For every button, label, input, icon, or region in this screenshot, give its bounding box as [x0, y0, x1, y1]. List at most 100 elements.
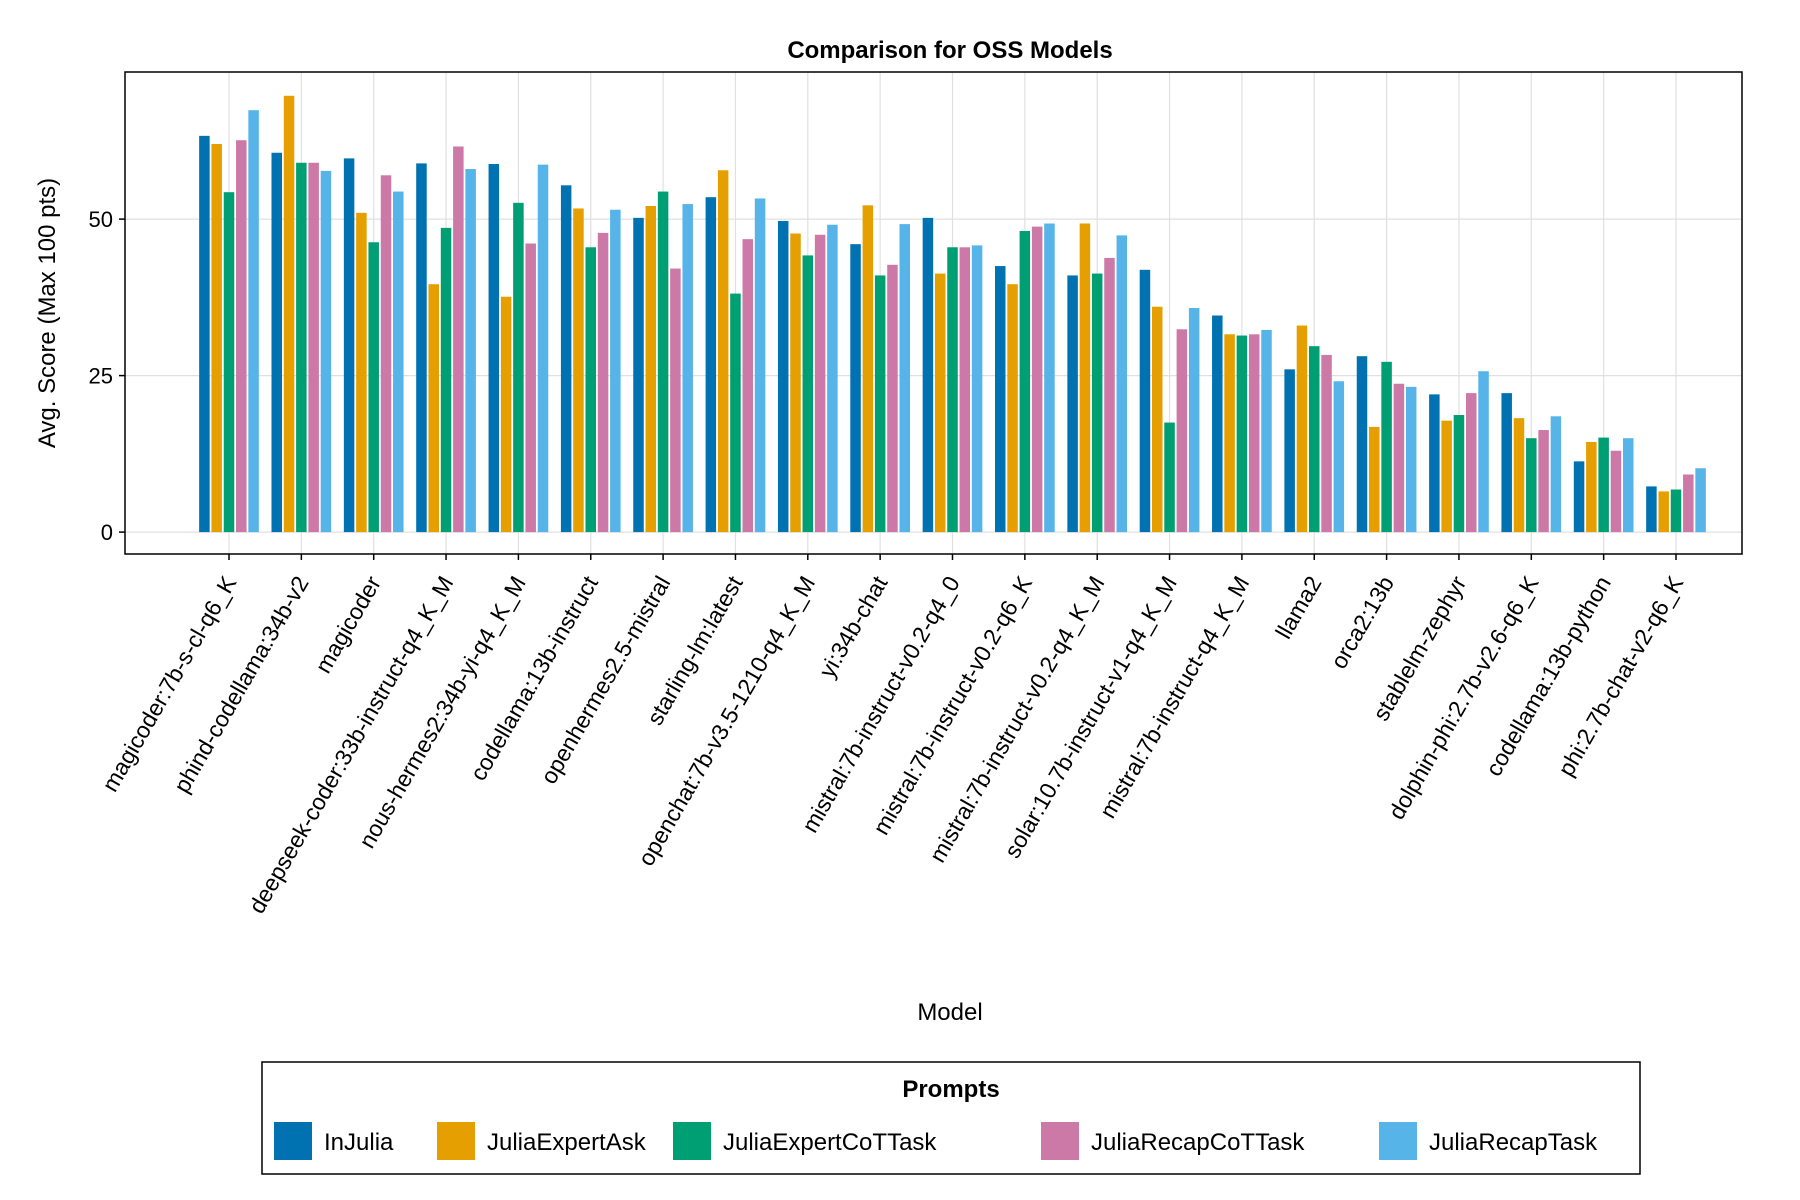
bar-juliarecapcottask-0: [236, 140, 247, 533]
bar-juliaexpertask-17: [1441, 420, 1452, 533]
legend-item-juliaexpertask: JuliaExpertAsk: [437, 1122, 647, 1160]
x-tick-label: openhermes2.5-mistral: [535, 572, 675, 789]
bar-juliaexpertask-10: [934, 273, 946, 533]
bar-juliaexpertask-4: [500, 296, 512, 533]
bar-juliaexpertask-12: [1079, 223, 1091, 533]
bar-juliaexpertask-13: [1152, 306, 1163, 533]
bar-juliaexpertask-9: [862, 205, 874, 533]
bar-injulia-3: [416, 163, 427, 533]
bar-juliarecaptask-19: [1623, 438, 1634, 533]
bar-juliaexpertask-11: [1007, 284, 1018, 533]
bar-juliarecaptask-3: [465, 169, 476, 533]
bar-juliarecapcottask-8: [814, 234, 826, 533]
y-tick-label: 25: [89, 364, 113, 389]
bar-injulia-17: [1429, 394, 1440, 533]
legend-swatch: [1041, 1122, 1079, 1160]
bar-juliarecaptask-1: [320, 170, 332, 533]
bar-juliaexpertcottask-3: [440, 227, 452, 533]
bar-juliarecapcottask-5: [597, 232, 609, 533]
legend-label: InJulia: [324, 1129, 394, 1156]
bar-injulia-4: [488, 164, 500, 533]
bar-juliaexpertcottask-14: [1236, 335, 1248, 533]
legend-item-injulia: InJulia: [274, 1122, 394, 1160]
bar-juliarecapcottask-7: [742, 239, 753, 533]
bar-juliarecapcottask-18: [1538, 430, 1549, 533]
legend: Prompts InJulia JuliaExpertAsk JuliaExpert…: [261, 1061, 1641, 1175]
bar-juliaexpertask-0: [211, 143, 222, 533]
x-tick-label: yi:34b-chat: [814, 571, 893, 682]
legend-item-juliarecapcottask: JuliaRecapCoTTask: [1041, 1122, 1305, 1160]
bar-juliaexpertask-2: [356, 212, 367, 533]
bar-juliarecaptask-16: [1405, 386, 1417, 533]
legend-item-juliarecaptask: JuliaRecapTask: [1379, 1122, 1598, 1160]
y-axis-label: Avg. Score (Max 100 pts): [34, 178, 61, 448]
bar-juliarecaptask-15: [1333, 381, 1345, 533]
bar-juliaexpertcottask-12: [1091, 273, 1103, 533]
bar-juliarecapcottask-11: [1031, 226, 1043, 533]
bar-juliaexpertcottask-11: [1019, 231, 1031, 533]
bar-juliaexpertcottask-2: [368, 242, 379, 533]
x-tick-label: codellama:13b-python: [1480, 572, 1616, 781]
bar-juliaexpertcottask-6: [657, 191, 669, 533]
bar-juliaexpertcottask-7: [730, 293, 741, 533]
x-tick-label: magicoder:7b-s-cl-q6_K: [97, 571, 242, 796]
bar-juliarecaptask-7: [754, 198, 766, 533]
bar-juliaexpertcottask-17: [1453, 415, 1465, 533]
bar-juliaexpertask-8: [790, 233, 801, 533]
bar-juliaexpertask-6: [645, 205, 657, 533]
x-tick-label: codellama:13b-instruct: [465, 571, 604, 785]
y-tick-label: 0: [101, 520, 113, 545]
y-tick-label: 50: [89, 207, 113, 232]
bar-juliaexpertcottask-1: [296, 162, 307, 533]
grid-layer: [125, 72, 1742, 554]
bar-juliarecapcottask-20: [1683, 474, 1694, 533]
bar-juliaexpertcottask-5: [585, 247, 596, 533]
bar-juliaexpertcottask-4: [513, 202, 524, 533]
bar-juliarecaptask-20: [1695, 468, 1706, 533]
legend-swatch: [1379, 1122, 1417, 1160]
bar-juliarecapcottask-19: [1610, 450, 1622, 533]
x-tick-label: phi:2.7b-chat-v2-q6_K: [1553, 571, 1689, 781]
bar-juliarecaptask-12: [1116, 235, 1128, 533]
bar-juliarecaptask-9: [899, 224, 910, 533]
bar-injulia-19: [1573, 461, 1585, 533]
bar-juliaexpertask-20: [1658, 491, 1669, 533]
bar-injulia-6: [633, 217, 644, 533]
bar-injulia-15: [1284, 369, 1295, 533]
bar-juliaexpertask-3: [428, 284, 439, 533]
bar-juliarecapcottask-9: [887, 264, 898, 533]
bar-juliarecaptask-11: [1044, 223, 1055, 533]
bar-injulia-20: [1646, 486, 1657, 533]
bar-juliarecapcottask-15: [1321, 354, 1332, 533]
bar-injulia-18: [1501, 393, 1512, 533]
legend-label: JuliaRecapCoTTask: [1091, 1129, 1305, 1156]
bar-juliarecaptask-5: [610, 209, 621, 533]
bar-juliarecaptask-2: [393, 191, 404, 533]
bar-juliarecapcottask-17: [1466, 393, 1477, 533]
legend-title: Prompts: [902, 1076, 999, 1103]
bar-injulia-0: [199, 135, 210, 533]
y-ticks: 0 25 50: [89, 207, 125, 545]
bar-injulia-12: [1067, 275, 1078, 533]
bar-juliaexpertask-5: [573, 208, 584, 533]
bars-layer: [199, 95, 1706, 533]
bar-juliarecaptask-17: [1478, 371, 1489, 533]
bar-injulia-7: [705, 197, 717, 533]
bar-injulia-14: [1212, 315, 1223, 533]
bar-juliaexpertcottask-0: [223, 192, 235, 533]
chart-title: Comparison for OSS Models: [787, 37, 1112, 64]
bar-juliaexpertask-19: [1586, 441, 1597, 533]
bar-injulia-2: [343, 158, 355, 533]
bar-juliarecaptask-18: [1550, 416, 1562, 533]
bar-juliaexpertcottask-18: [1526, 438, 1537, 533]
legend-label: JuliaExpertCoTTask: [723, 1129, 937, 1156]
x-axis-label: Model: [917, 999, 982, 1026]
bar-juliarecapcottask-4: [525, 243, 536, 533]
legend-items: InJulia JuliaExpertAsk JuliaExpertCoTTask J…: [274, 1122, 1598, 1160]
bar-juliaexpertask-14: [1224, 334, 1235, 533]
bar-juliaexpertcottask-19: [1598, 437, 1609, 533]
bar-injulia-8: [777, 220, 789, 533]
bar-juliarecaptask-0: [248, 110, 259, 533]
x-tick-label: llama2: [1270, 572, 1326, 644]
